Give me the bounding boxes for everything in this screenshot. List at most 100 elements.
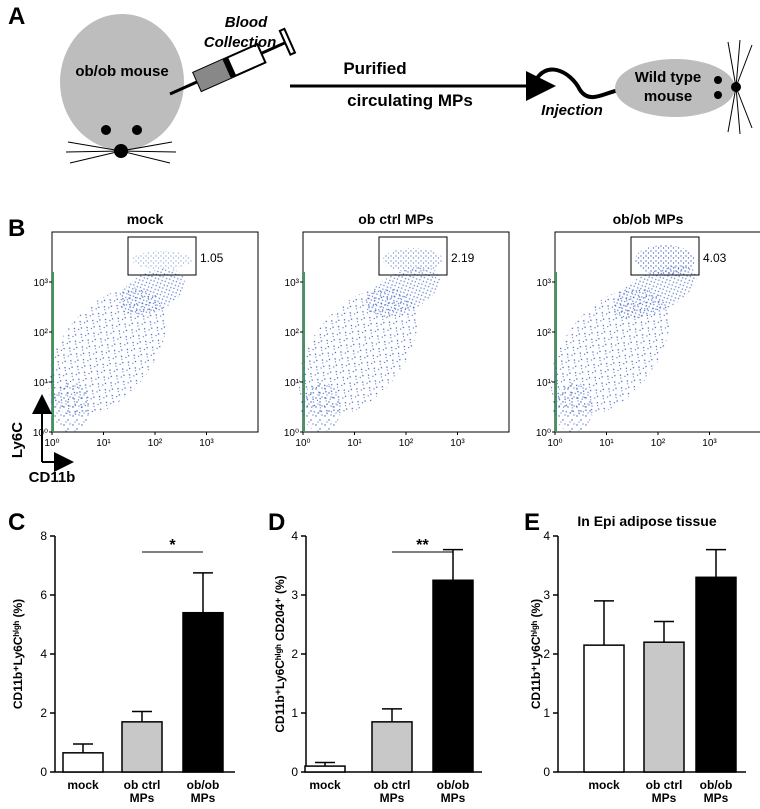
x-tick-label: ob ctrl [124,778,161,792]
event-cloud [635,245,695,275]
chart-title: In Epi adipose tissue [577,513,716,529]
event-cloud [301,382,341,432]
x-tick-label: mock [309,778,341,792]
panel-label: A [8,3,25,30]
bar [304,765,346,773]
x-tick-label: 10⁰ [547,438,562,449]
x-tick-label: 10³ [450,438,465,449]
eye [101,125,111,135]
gate-percent: 1.05 [200,251,224,265]
y-tick-label: 2 [543,647,550,661]
y-tick-label: 10¹ [34,378,49,389]
x-tick-label: MPs [191,791,216,804]
y-tick-label: 10² [285,328,300,339]
y-tick-label: 6 [40,588,47,602]
whiskers [65,141,177,164]
recipient-label: Wild type [635,69,702,86]
y-tick-label: 10² [34,328,49,339]
panel-label: E [524,509,540,536]
y-axis-label: CD11b⁺Ly6Cʰⁱᵍʰ (%) [11,599,25,709]
eye [714,91,722,99]
y-tick-label: 4 [543,529,550,543]
y-tick-label: 0 [40,765,47,779]
x-tick-label: MPs [441,791,466,804]
panel-label: D [268,509,285,536]
plot-title: ob/ob MPs [613,211,684,227]
syringe [169,27,297,96]
x-tick-label: ob ctrl [374,778,411,792]
x-tick-label: MPs [380,791,405,804]
x-tick-label: 10⁰ [295,438,310,449]
gate [378,236,448,276]
gate [127,236,197,276]
y-tick-label: 1 [291,706,298,720]
whiskers [727,39,753,135]
y-tick-label: 4 [291,529,298,543]
product-label: Purified [343,59,406,78]
x-tick-label: 10⁰ [44,438,59,449]
y-tick-label: 1 [543,706,550,720]
bar [643,641,685,773]
injection-line [533,67,621,100]
y-axis-label: CD11b⁺Ly6Cʰⁱᵍʰ (%) [529,599,543,709]
gate [630,236,700,276]
x-tick-label: MPs [704,791,729,804]
event-cloud [47,251,192,432]
plot-title: ob ctrl MPs [358,211,434,227]
significance-label: * [169,537,176,554]
gate-percent: 4.03 [703,251,727,265]
event-cloud [613,265,697,319]
y-tick-label: 2 [291,647,298,661]
bar [432,579,474,773]
x-tick-label: MPs [130,791,155,804]
eye [132,125,142,135]
x-tick-label: ob/ob [437,778,470,792]
y-tick-label: 10⁰ [536,428,551,439]
panel-label: C [8,509,25,536]
event-cloud [550,245,697,432]
flow-x-label: CD11b [29,469,76,486]
bar [583,644,625,773]
x-tick-label: MPs [652,791,677,804]
diagram: ob/ob mouse Blood Collection Purified ci… [60,14,753,164]
event-cloud [553,382,593,432]
y-tick-label: 8 [40,529,47,543]
y-axis-label: CD11b⁺Ly6Cʰⁱᵍʰ CD204⁺ (%) [273,575,287,732]
bar [371,721,413,773]
x-tick-label: 10² [148,438,163,449]
y-tick-label: 10¹ [537,378,552,389]
event-cloud [365,267,441,317]
y-tick-label: 4 [40,647,47,661]
event-cloud [50,382,90,432]
event-cloud [383,248,443,272]
panel-label: B [8,215,25,242]
gate-percent: 2.19 [451,251,475,265]
y-tick-label: 3 [543,588,550,602]
y-tick-label: 0 [291,765,298,779]
bar [182,611,224,773]
event-cloud [298,248,443,432]
y-tick-label: 10² [537,328,552,339]
donor-mouse [60,14,184,150]
y-tick-label: 10³ [34,278,49,289]
product-label: circulating MPs [347,91,473,110]
recipient-label: mouse [644,88,692,105]
bar [62,752,104,773]
y-tick-label: 10³ [285,278,300,289]
bar [121,721,163,773]
significance-label: ** [416,537,429,554]
x-tick-label: 10³ [702,438,717,449]
flow-y-label: Ly6C [9,422,26,458]
x-tick-label: ob/ob [700,778,733,792]
recipient-mouse [615,59,735,117]
x-tick-label: 10¹ [599,438,614,449]
x-tick-label: 10² [651,438,666,449]
y-tick-label: 2 [40,706,47,720]
x-tick-label: mock [67,778,99,792]
y-tick-label: 10¹ [285,378,300,389]
x-tick-label: 10¹ [96,438,111,449]
event-cloud [119,268,185,316]
collection-label: Collection [204,34,277,51]
